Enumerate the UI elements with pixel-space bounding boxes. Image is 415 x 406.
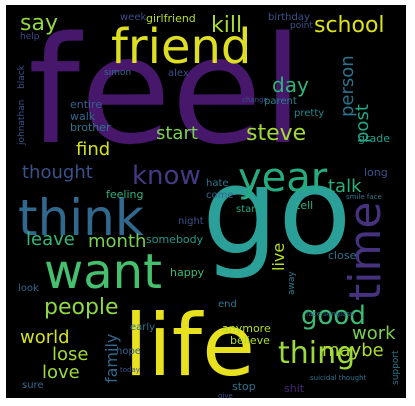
word: stop (232, 380, 256, 393)
word: kill (211, 13, 243, 38)
word: pretty (294, 108, 325, 119)
word: think (18, 189, 144, 247)
word: believe (230, 334, 270, 347)
word: hope (116, 346, 141, 357)
word: maybe (322, 340, 384, 361)
word: say (20, 11, 58, 36)
word: find (76, 139, 111, 160)
word: friend (111, 19, 252, 75)
word: people (44, 295, 119, 320)
word: johnathan (17, 99, 27, 145)
word: life (124, 296, 255, 396)
word: thing (278, 336, 356, 371)
word: come (206, 190, 234, 201)
word-cloud: feel go life friend think year want time… (6, 5, 406, 398)
word: school (314, 13, 385, 38)
word: early (130, 322, 156, 333)
word: go (202, 143, 352, 282)
word: brother (70, 121, 111, 134)
word: long (364, 166, 388, 179)
word: love (42, 362, 80, 383)
word: anymore (222, 322, 271, 335)
word: stand (236, 204, 264, 215)
word: shit (284, 382, 305, 395)
word: entire (70, 98, 103, 111)
word: want (44, 244, 162, 300)
word: start (156, 123, 198, 144)
word: hate (206, 178, 229, 189)
word: night (178, 216, 204, 227)
word: steve (246, 121, 307, 146)
word: live (269, 242, 288, 271)
word: help (20, 32, 40, 42)
word: point (290, 21, 313, 31)
word: suicidal thought (310, 374, 367, 382)
word: change (242, 96, 268, 104)
word: smile face (346, 193, 382, 201)
word: somebody (146, 233, 204, 246)
word: feel (28, 5, 304, 177)
word: world (20, 327, 70, 348)
word: walk (70, 110, 96, 123)
word: family (102, 333, 121, 383)
word: leave (26, 229, 75, 250)
word: happy (170, 266, 205, 279)
word: sure (22, 380, 44, 391)
word: work (352, 323, 396, 344)
word: thought (22, 162, 93, 183)
word: talk (328, 176, 362, 197)
word: end (218, 299, 237, 310)
word: birthday (268, 12, 310, 23)
word: person (337, 55, 358, 117)
word: year (238, 155, 328, 201)
word: lose (52, 344, 89, 365)
word: support (391, 350, 401, 385)
word: day (272, 73, 309, 97)
word: girlfriend (146, 12, 196, 25)
word: face sunglass (306, 310, 354, 318)
word: alex (168, 68, 189, 79)
word: simon (104, 68, 132, 78)
word: month (88, 231, 147, 252)
word: know (132, 161, 201, 191)
word: good (301, 301, 366, 331)
word: black (17, 65, 27, 89)
word: today (120, 366, 140, 374)
word: tell (296, 199, 314, 212)
word: feeling (106, 188, 144, 201)
word: week (120, 12, 147, 23)
word: grade (358, 132, 390, 145)
word: parent (264, 96, 297, 107)
word: away (287, 271, 297, 295)
word: close (328, 249, 357, 262)
word: give (218, 392, 233, 399)
word: look (18, 283, 39, 294)
